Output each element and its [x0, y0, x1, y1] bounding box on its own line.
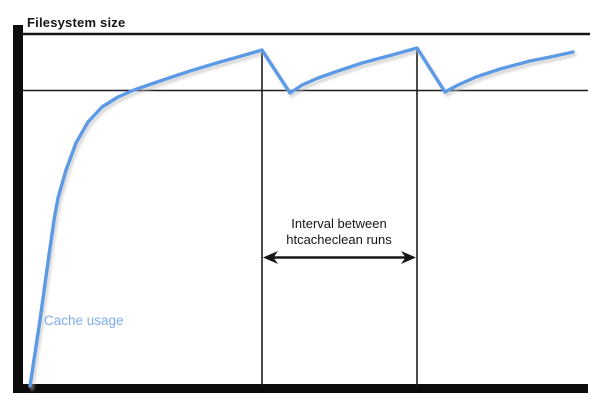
cache-usage-curve — [28, 46, 575, 388]
interval-arrow-head-left — [263, 251, 278, 264]
interval-arrow-head-right — [401, 251, 416, 264]
interval-label-line1: Interval between — [291, 216, 387, 231]
cache-usage-label: Cache usage — [44, 313, 124, 328]
interval-label-line2: htcacheclean runs — [286, 232, 392, 247]
x-axis-bar — [13, 384, 588, 393]
y-axis-bar — [13, 25, 23, 393]
interval-arrow — [263, 251, 416, 264]
filesystem-size-label: Filesystem size — [27, 15, 126, 30]
interval-label: Interval between htcacheclean runs — [262, 216, 416, 248]
cache-usage-curve-shadow — [30, 49, 577, 391]
